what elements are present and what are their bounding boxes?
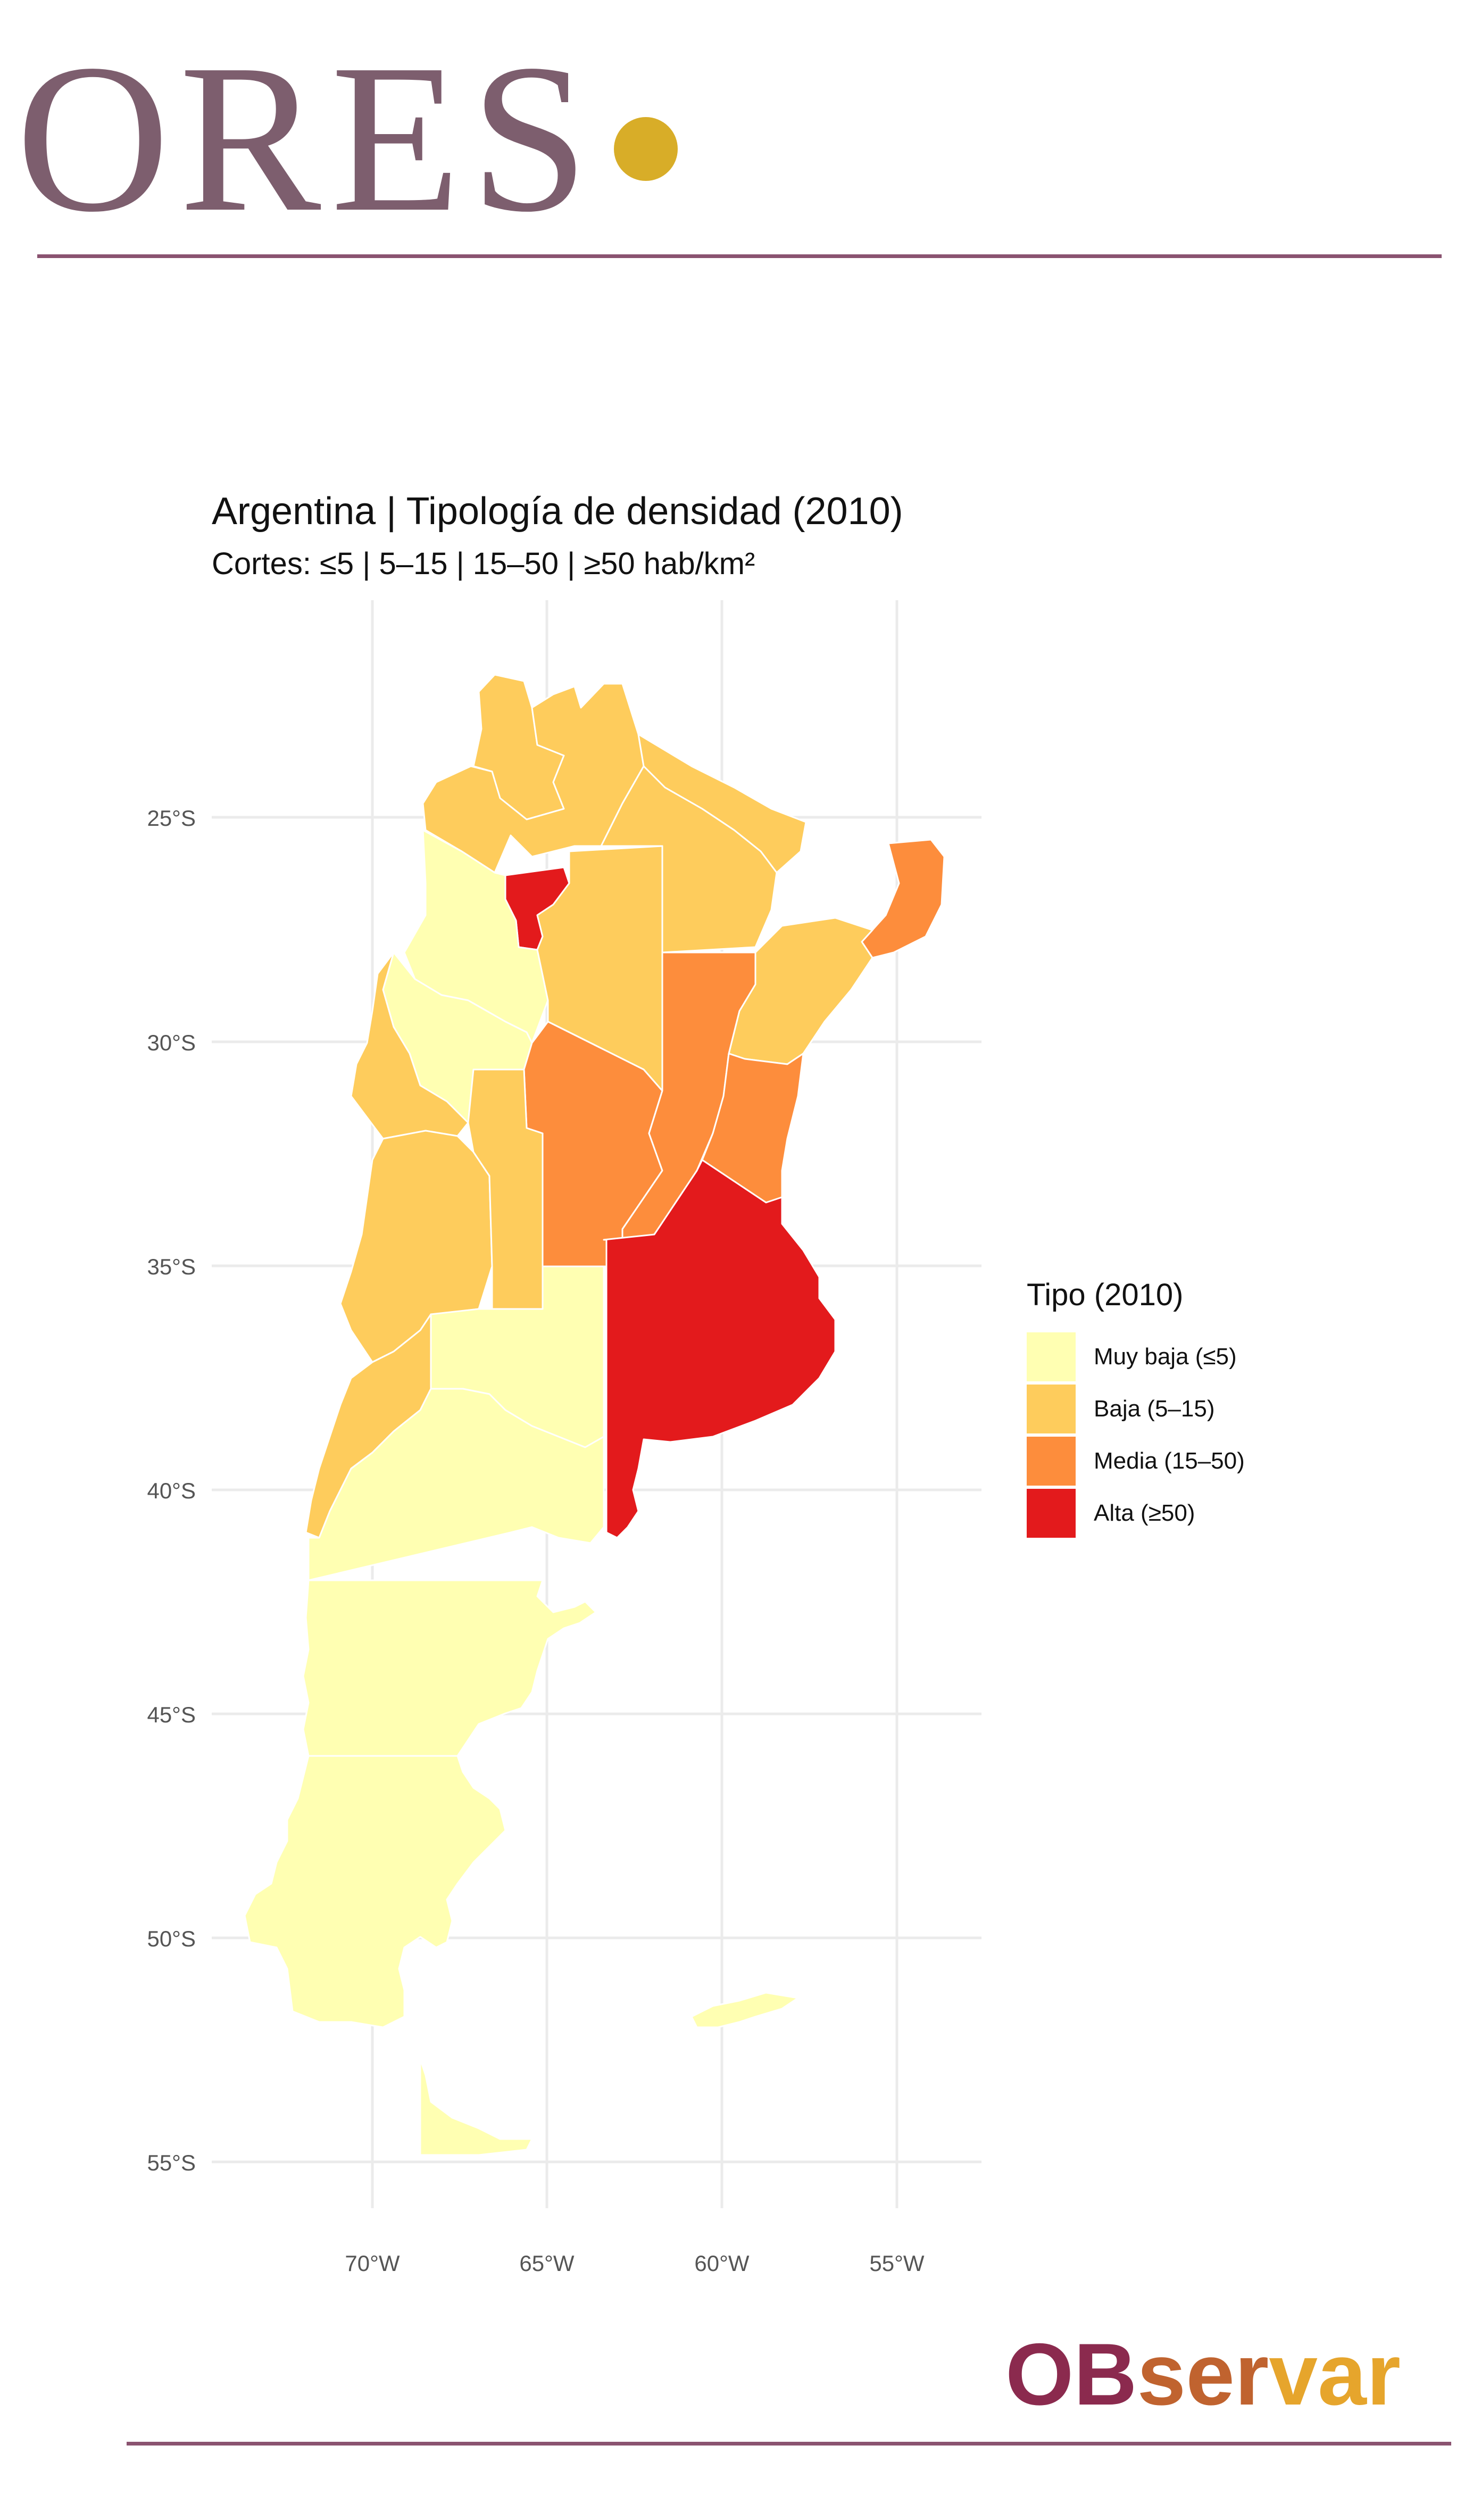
lat-tick-label: 25°S (147, 806, 196, 831)
province-misiones (861, 839, 945, 959)
lon-tick-label: 60°W (694, 2251, 750, 2276)
province-chubut (302, 1579, 597, 1757)
legend-swatch-baja (1027, 1385, 1076, 1433)
observar-logo-part-var: var (1269, 2325, 1401, 2423)
lat-tick-label: 40°S (147, 1478, 196, 1503)
lat-tick-label: 50°S (147, 1926, 196, 1951)
ores-logo: ORES (16, 32, 678, 245)
lat-tick-label: 55°S (147, 2150, 196, 2175)
province-rio-negro (307, 1388, 605, 1581)
lon-tick-label: 70°W (345, 2251, 400, 2276)
legend-label-baja: Baja (5–15) (1094, 1396, 1215, 1422)
map-axis-ticks: 25°S 30°S 35°S 40°S 45°S 50°S 55°S 70°W 65°W 60°W… (147, 806, 924, 2276)
legend-item-baja: Baja (5–15) (1027, 1383, 1245, 1435)
legend-item-muy-baja: Muy baja (≤5) (1027, 1331, 1245, 1383)
lat-tick-label: 30°S (147, 1030, 196, 1055)
legend-title: Tipo (2010) (1027, 1278, 1184, 1312)
legend-swatch-alta (1027, 1489, 1076, 1538)
legend-label-muy-baja: Muy baja (≤5) (1094, 1344, 1237, 1370)
legend-item-alta: Alta (≥50) (1027, 1487, 1245, 1539)
lon-tick-label: 65°W (519, 2251, 575, 2276)
observar-logo: OBservar (1005, 2331, 1401, 2418)
legend-label-alta: Alta (≥50) (1094, 1500, 1195, 1526)
lat-tick-label: 45°S (147, 1702, 196, 1727)
map-title: Argentina | Tipología de densidad (2010) (212, 490, 903, 533)
ores-logo-dot (614, 117, 678, 181)
legend-swatch-media (1027, 1437, 1076, 1486)
ores-logo-text: ORES (16, 20, 598, 256)
province-buenos-aires (603, 1159, 836, 1539)
province-santa-cruz (244, 1755, 506, 2028)
observar-logo-part-ser: ser (1137, 2325, 1269, 2423)
observar-logo-part-ob: OB (1005, 2325, 1137, 2423)
header-rule (37, 254, 1442, 258)
legend-label-media: Media (15–50) (1094, 1448, 1245, 1474)
legend-items: Muy baja (≤5) Baja (5–15) Media (15–50) … (1027, 1331, 1245, 1539)
province-islas-malvinas (690, 1992, 799, 2028)
legend: Tipo (2010) Muy baja (≤5) Baja (5–15) Me… (1027, 1277, 1245, 1539)
lon-tick-label: 55°W (869, 2251, 925, 2276)
province-tierra-del-fuego (419, 2058, 533, 2156)
province-layer (244, 674, 945, 2156)
lat-tick-label: 35°S (147, 1254, 196, 1279)
legend-item-media: Media (15–50) (1027, 1435, 1245, 1487)
map-subtitle: Cortes: ≤5 | 5–15 | 15–50 | ≥50 hab/km² (212, 546, 755, 581)
legend-swatch-muy-baja (1027, 1332, 1076, 1381)
footer-rule (127, 2442, 1451, 2446)
